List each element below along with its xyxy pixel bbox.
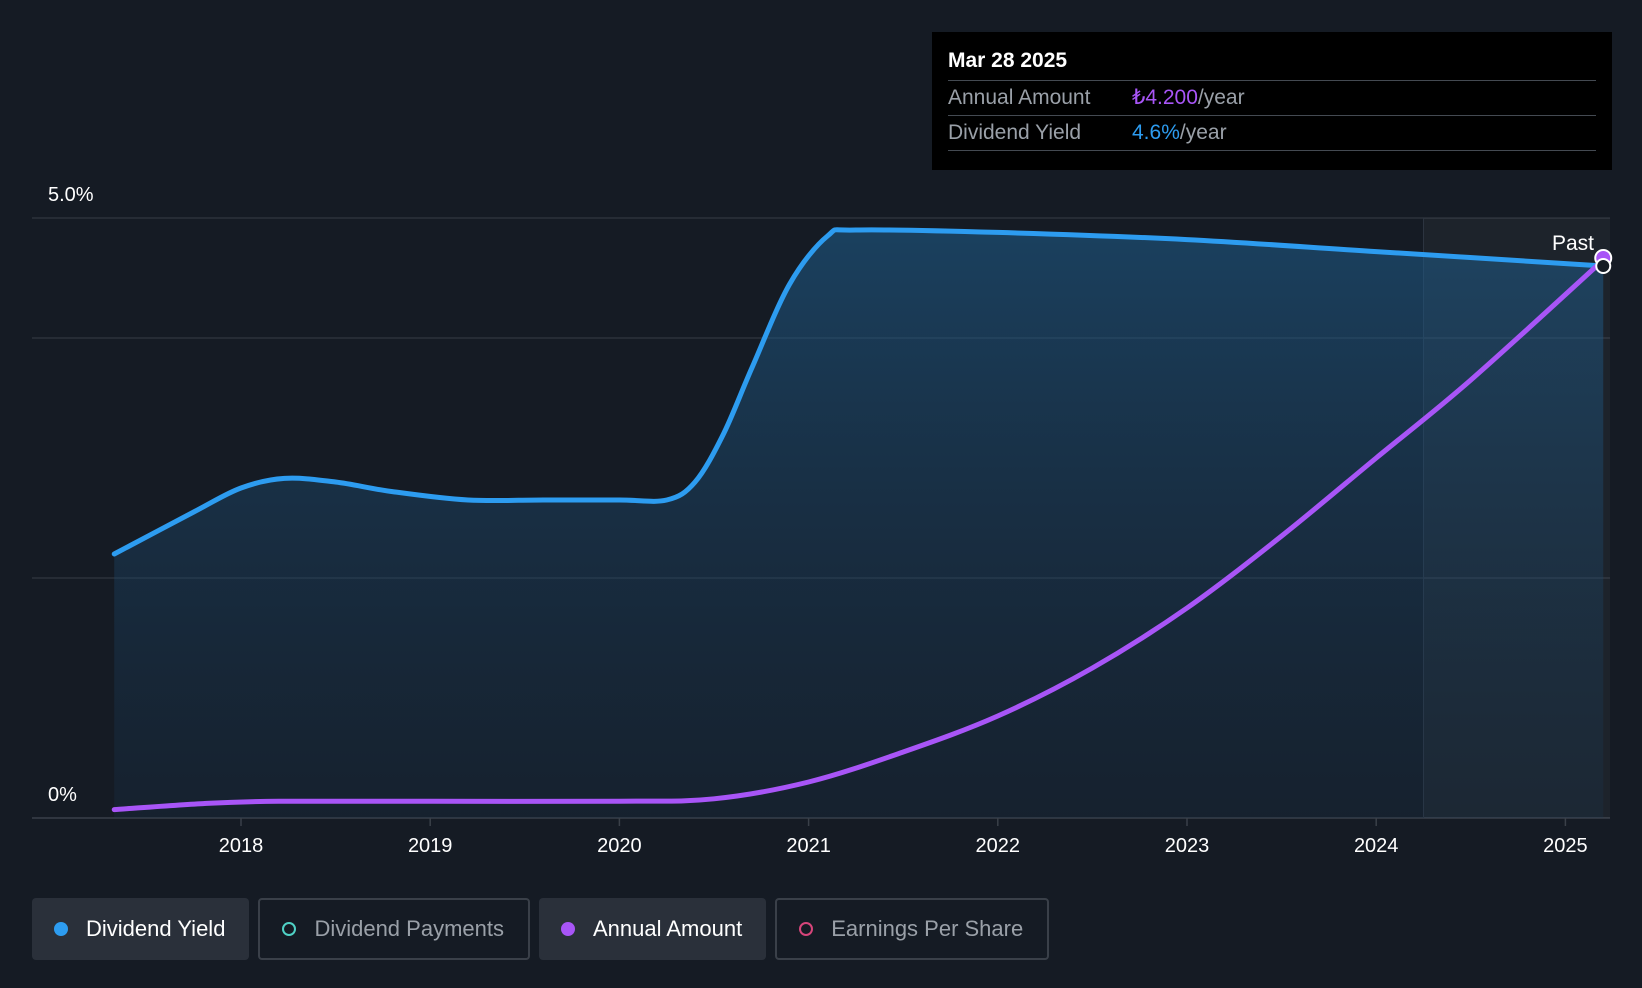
past-label: Past [1552, 232, 1594, 255]
legend: Dividend Yield Dividend Payments Annual … [32, 898, 1050, 960]
x-tick-label: 2022 [976, 835, 1021, 857]
legend-dot-icon [560, 922, 575, 936]
legend-label: Dividend Payments [314, 916, 504, 941]
legend-earnings-per-share[interactable]: Earnings Per Share [775, 898, 1050, 960]
legend-dot-icon [54, 922, 68, 936]
x-tick-label: 2018 [219, 835, 264, 857]
x-tick-label: 2025 [1543, 835, 1588, 857]
tooltip-label: Dividend Yield [948, 121, 1082, 144]
y-tick-label: 5.0% [48, 184, 94, 206]
x-tick-label: 2019 [408, 835, 453, 857]
legend-label: Annual Amount [592, 916, 743, 941]
tooltip-value: ₺4.200 [1132, 86, 1198, 109]
y-tick-label: 0% [48, 784, 77, 806]
annual-amount-line [111, 257, 1606, 813]
legend-dot-icon [282, 922, 297, 936]
tooltip-value: 4.6% [1132, 121, 1180, 144]
dividend-yield-area [114, 229, 1604, 818]
tooltip-label: Annual Amount [948, 86, 1091, 109]
legend-label: Dividend Yield [86, 916, 226, 941]
dividend-yield-line [111, 227, 1606, 557]
tooltip-unit: /year [1197, 86, 1245, 109]
x-tick-label: 2021 [786, 835, 831, 857]
dividend-yield-marker [1595, 258, 1612, 274]
x-tick-label: 2023 [1165, 835, 1210, 857]
tooltip-date: Mar 28 2025 [948, 46, 1596, 81]
tooltip-row-annual-amount: Annual Amount ₺4.200 /year [948, 81, 1596, 116]
tooltip-row-dividend-yield: Dividend Yield 4.6% /year [948, 116, 1596, 151]
legend-dot-icon [799, 922, 814, 936]
legend-dividend-yield[interactable]: Dividend Yield [32, 898, 250, 960]
tooltip-unit: /year [1179, 121, 1227, 144]
x-tick-label: 2020 [597, 835, 642, 857]
legend-annual-amount[interactable]: Annual Amount [538, 898, 767, 960]
legend-dividend-payments[interactable]: Dividend Payments [258, 898, 530, 960]
tooltip: Mar 28 2025 Annual Amount ₺4.200 /year D… [932, 32, 1612, 170]
legend-label: Earnings Per Share [831, 916, 1024, 941]
x-tick-label: 2024 [1354, 835, 1399, 857]
